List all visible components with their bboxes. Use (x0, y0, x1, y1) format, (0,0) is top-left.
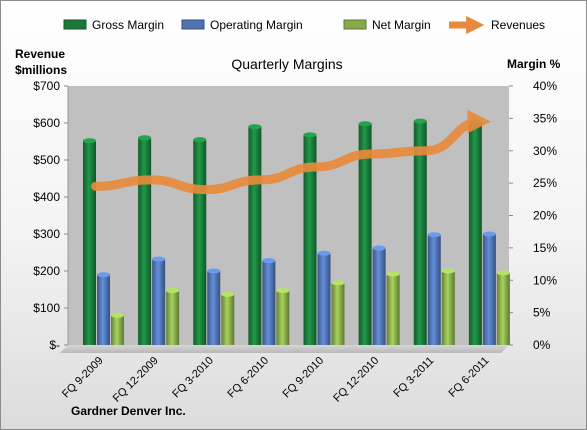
bar-cap (317, 250, 331, 256)
left-tick-label: $700 (33, 79, 60, 93)
bar-operating-margin (482, 234, 496, 345)
bar-gross-margin (248, 126, 262, 345)
category-label: FQ 9-2009 (60, 355, 106, 401)
left-tick-label: $- (49, 338, 60, 352)
bar-cap (441, 268, 455, 274)
bar-gross-margin (138, 137, 152, 345)
left-tick-label: $200 (33, 264, 60, 278)
legend-swatch (63, 19, 87, 30)
bar-net-margin (496, 272, 510, 345)
bar-cap (427, 232, 441, 238)
bar-cap (276, 288, 290, 294)
bar-cap (97, 272, 110, 278)
bar-operating-margin (262, 260, 276, 345)
bar-cap (496, 270, 510, 276)
revenues-line-group (91, 109, 491, 195)
right-tick-label: 15% (533, 241, 557, 255)
category-label: FQ 6-2010 (225, 355, 271, 401)
bar-cap (221, 291, 235, 297)
legend-swatch (343, 19, 367, 30)
category-label: FQ 6-2011 (446, 355, 491, 400)
right-axis-ticks: 0% 5% 10% 15% 20% 25% 30% 35% 40% (509, 79, 557, 352)
bar-cap (138, 135, 152, 141)
left-axis-ticks: $- $100 $200 $300 $400 $500 $600 $700 (33, 79, 68, 352)
right-tick-label: 5% (533, 306, 551, 320)
bar-cap (358, 121, 372, 127)
left-tick-label: $300 (33, 227, 60, 241)
right-tick-label: 40% (533, 79, 557, 93)
left-tick-label: $500 (33, 153, 60, 167)
bar-operating-margin (427, 234, 441, 345)
chart-title: Quarterly Margins (231, 56, 342, 72)
right-tick-label: 0% (533, 338, 551, 352)
category-label: FQ 12-2009 (111, 355, 161, 405)
bar-cap (303, 132, 317, 138)
bar-operating-margin (97, 274, 110, 345)
right-tick-label: 30% (533, 144, 557, 158)
legend-label: Gross Margin (92, 18, 164, 32)
right-tick-label: 20% (533, 209, 557, 223)
bar-gross-margin (83, 140, 96, 345)
left-tick-label: $600 (33, 116, 60, 130)
bar-gross-margin (468, 122, 482, 345)
bar-gross-margin (303, 134, 317, 345)
category-label: FQ 9-2010 (281, 355, 327, 401)
right-tick-label: 10% (533, 273, 557, 287)
bar-net-margin (111, 315, 124, 345)
left-tick-label: $100 (33, 301, 60, 315)
bar-net-margin (386, 273, 400, 345)
bar-cap (111, 312, 124, 318)
bar-net-margin (276, 290, 290, 345)
bar-net-margin (166, 290, 180, 345)
bar-cap (372, 245, 386, 251)
bar-operating-margin (152, 259, 166, 345)
bar-net-margin (331, 282, 345, 345)
bar-net-margin (221, 294, 235, 345)
right-tick-label: 35% (533, 111, 557, 125)
bar-cap (262, 258, 276, 264)
legend-label: Net Margin (372, 18, 431, 32)
plot-floor (60, 345, 509, 353)
bar-operating-margin (317, 253, 331, 345)
bar-cap (166, 288, 180, 294)
left-axis-title-line2: $millions (15, 63, 67, 77)
bar-net-margin (441, 271, 455, 345)
left-axis-title-line1: Revenue (15, 47, 65, 61)
bar-cap (248, 124, 262, 130)
bar-cap (386, 271, 400, 277)
left-tick-label: $400 (33, 190, 60, 204)
bar-gross-margin (413, 121, 427, 346)
bar-operating-margin (372, 248, 386, 345)
category-labels: FQ 9-2009 FQ 12-2009 FQ 3-2010 FQ 6-2010 FQ … (60, 355, 492, 405)
legend-label: Revenues (491, 18, 545, 32)
category-label: FQ 3-2010 (170, 355, 216, 401)
legend-label: Operating Margin (210, 18, 303, 32)
company-name: Gardner Denver Inc. (71, 404, 186, 418)
bar-cap (83, 138, 96, 144)
legend: Gross Margin Operating Margin Net Margin Re… (63, 15, 545, 35)
bar-cap (331, 280, 345, 286)
bar-operating-margin (207, 271, 221, 345)
bar-cap (207, 268, 221, 274)
bar-cap (193, 137, 207, 143)
category-label: FQ 3-2011 (391, 355, 436, 400)
revenues-line (91, 109, 491, 195)
category-label: FQ 12-2010 (331, 355, 381, 405)
bar-gross-margin (358, 123, 372, 346)
bar-gross-margin (193, 139, 207, 345)
bar-cap (413, 118, 427, 124)
right-axis-title: Margin % (507, 57, 561, 71)
right-tick-label: 25% (533, 176, 557, 190)
bar-cap (152, 256, 166, 262)
legend-swatch (181, 19, 205, 30)
bar-cap (482, 231, 496, 237)
bars (83, 118, 510, 346)
